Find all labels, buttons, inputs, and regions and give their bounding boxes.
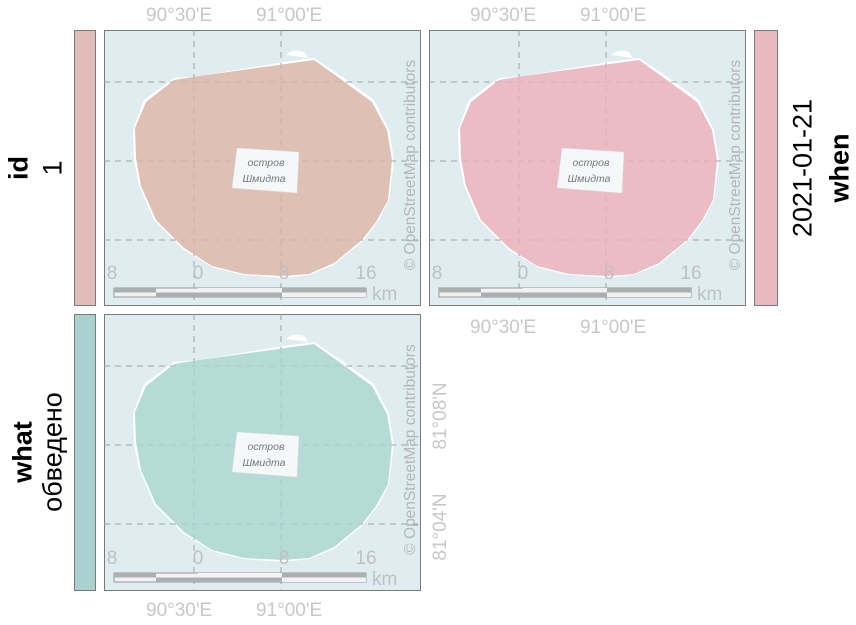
scale-label: 8 — [107, 263, 118, 284]
facet-strip-id — [74, 30, 96, 306]
scale-label: 8 — [604, 263, 615, 284]
island-label-line1: остров — [248, 441, 285, 453]
scale-label: 8 — [279, 548, 290, 569]
scale-label: 0 — [518, 263, 529, 284]
scale-label: 16 — [355, 263, 376, 284]
scale-bar — [113, 287, 367, 298]
top-lon-label-1a: 90°30'E — [146, 5, 213, 26]
ice-patch — [286, 50, 308, 58]
map-panel-when: остров Шмидта © OpenStreetMap contributors… — [429, 30, 746, 306]
facet-strip-when — [754, 30, 778, 306]
facet-strip-when-value: 2021-01-21 — [787, 98, 818, 238]
scale-label: 8 — [107, 548, 118, 569]
ice-patch — [286, 334, 308, 342]
top-lon-label-1b: 91°00'E — [256, 5, 323, 26]
island-label-line1: остров — [248, 157, 285, 169]
osm-attribution: © OpenStreetMap contributors — [727, 60, 744, 271]
scale-label: 16 — [680, 263, 701, 284]
island-label-line2: Шмидта — [243, 457, 286, 469]
facet-strip-what-value: обведено — [37, 392, 68, 512]
map-panel-what: остров Шмидта © OpenStreetMap contributors… — [104, 314, 421, 591]
bottom-lon-label-2a: 90°30'E — [470, 317, 537, 338]
scale-unit: km — [697, 284, 722, 305]
right-lat-label-2: 81°08'N — [430, 382, 451, 450]
scale-bar — [113, 572, 367, 583]
osm-attribution: © OpenStreetMap contributors — [402, 344, 419, 555]
facet-strip-when-name: when — [824, 133, 855, 203]
map-panel-id-1: остров Шмидта © OpenStreetMap contributors… — [104, 30, 421, 306]
scale-label: 8 — [432, 263, 443, 284]
scale-label: 0 — [193, 263, 204, 284]
top-lon-label-2b: 91°00'E — [580, 5, 647, 26]
island-label-box — [231, 431, 300, 478]
osm-attribution: © OpenStreetMap contributors — [402, 60, 419, 271]
bottom-lon-label-3b: 91°00'E — [256, 600, 323, 621]
island-label-line1: остров — [573, 157, 610, 169]
scale-label: 8 — [279, 263, 290, 284]
scale-label: 0 — [193, 548, 204, 569]
ice-patch — [611, 50, 633, 58]
scale-unit: km — [372, 569, 397, 590]
top-lon-label-2a: 90°30'E — [470, 5, 537, 26]
island-label-box — [231, 147, 300, 194]
facet-strip-what — [74, 314, 96, 591]
right-lat-label-1: 81°04'N — [430, 493, 451, 561]
bottom-lon-label-3a: 90°30'E — [146, 600, 213, 621]
scale-label: 16 — [355, 548, 376, 569]
bottom-lon-label-2b: 91°00'E — [580, 317, 647, 338]
facet-strip-what-name: what — [7, 421, 38, 483]
island-label-line2: Шмидта — [243, 173, 286, 185]
island-label-line2: Шмидта — [568, 173, 611, 185]
island-label-box — [556, 147, 625, 194]
scale-bar — [438, 287, 692, 298]
facet-strip-id-value: 1 — [37, 160, 68, 176]
facet-strip-id-name: id — [3, 156, 34, 180]
scale-unit: km — [372, 284, 397, 305]
